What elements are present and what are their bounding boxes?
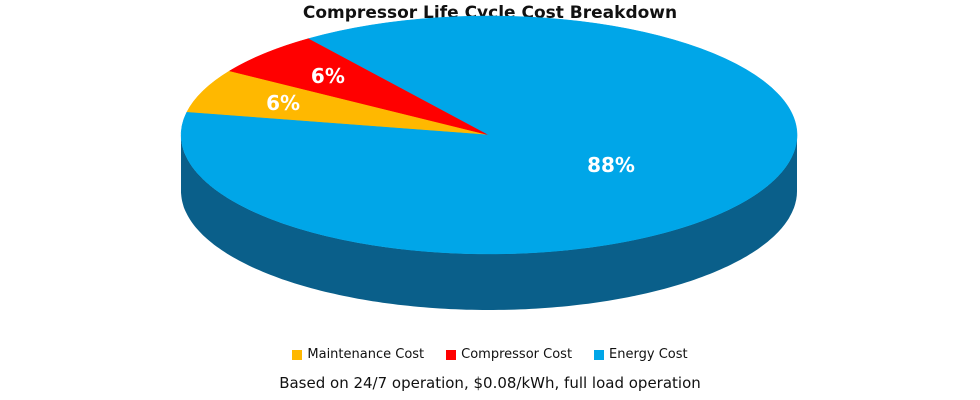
legend-swatch-energy xyxy=(594,349,605,360)
legend-label-maintenance: Maintenance Cost xyxy=(307,347,425,362)
legend-label-energy: Energy Cost xyxy=(609,347,688,362)
legend-item-energy: Energy Cost xyxy=(594,347,688,362)
legend-item-maintenance: Maintenance Cost xyxy=(292,347,424,362)
chart-title: Compressor Life Cycle Cost Breakdown xyxy=(302,3,678,23)
legend-label-compressor: Compressor Cost xyxy=(461,347,573,362)
legend-item-compressor: Compressor Cost xyxy=(446,347,572,362)
pie-side-energy xyxy=(181,133,797,310)
chart-footnote: Based on 24/7 operation, $0.08/kWh, full… xyxy=(279,374,701,392)
chart-legend: Maintenance Cost Compressor Cost Energy … xyxy=(0,347,980,362)
pie-label-maintenance: 6% xyxy=(266,91,300,115)
pie-label-energy: 88% xyxy=(587,153,635,177)
pie-slice-energy xyxy=(180,15,798,255)
pie-top-faces xyxy=(180,15,798,255)
pie-label-compressor: 6% xyxy=(311,64,345,88)
pie-chart: 6% 6% 88% xyxy=(180,15,798,310)
legend-swatch-compressor xyxy=(446,349,457,360)
legend-swatch-maintenance xyxy=(292,349,303,360)
pie-data-labels: 6% 6% 88% xyxy=(266,64,635,177)
